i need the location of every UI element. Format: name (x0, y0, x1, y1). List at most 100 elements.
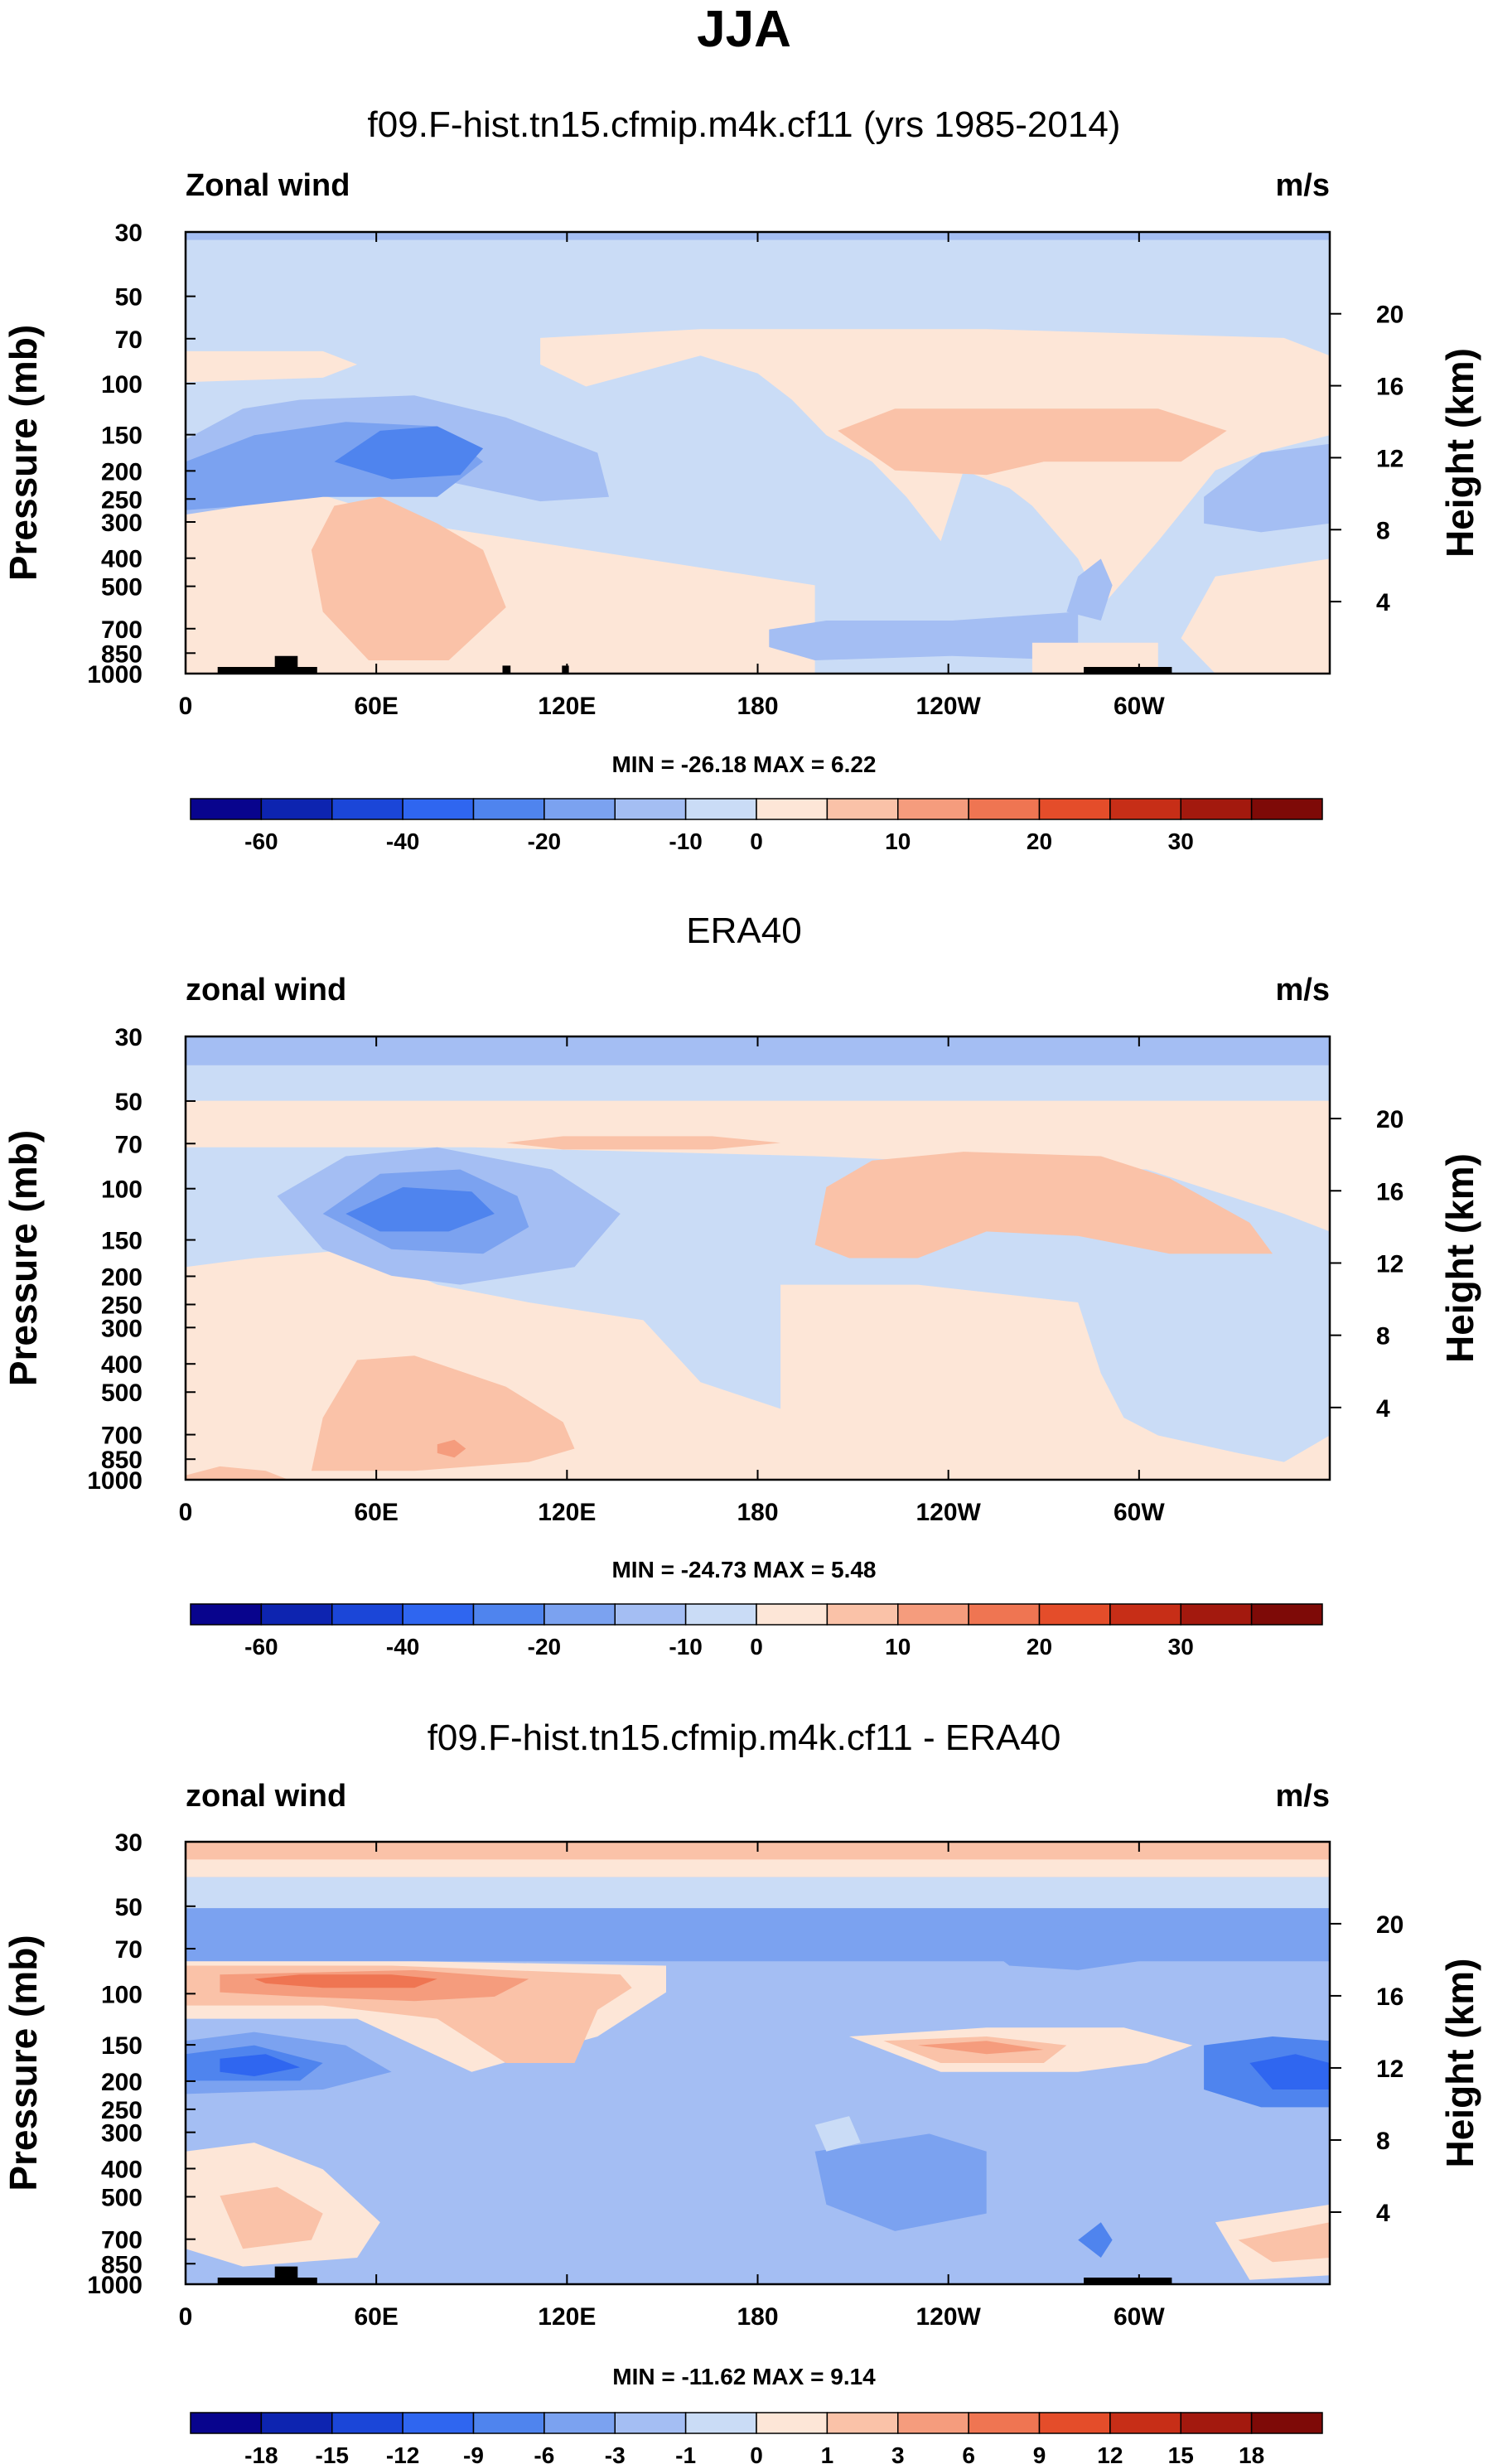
y-tick-label: 70 (115, 1936, 143, 1964)
topography-mask (502, 665, 511, 674)
colorbar-swatch (190, 798, 263, 820)
x-tick-label: 120E (538, 1499, 596, 1526)
colorbar-label: -10 (669, 1634, 702, 1660)
colorbar-label: -10 (669, 829, 702, 854)
contour-region (186, 1466, 289, 1480)
height-tick-label: 20 (1376, 302, 1403, 329)
colorbar-label: 30 (1168, 829, 1194, 854)
colorbar-label: 0 (750, 1634, 763, 1660)
colorbar-label: 0 (750, 2442, 763, 2464)
x-tick-label: 120W (916, 1499, 981, 1526)
variable-label: Zonal wind (186, 168, 350, 203)
colorbar-swatch (1250, 1603, 1323, 1626)
height-tick-label: 16 (1376, 1983, 1403, 2011)
y-tick-label: 300 (101, 2120, 143, 2148)
colorbar-swatch (544, 2412, 616, 2434)
x-tick-label: 60W (1114, 693, 1165, 720)
colorbar-swatch (260, 2412, 333, 2434)
y-tick-label: 400 (101, 2156, 143, 2183)
colorbar-label: 18 (1239, 2442, 1264, 2464)
min-max-stats: MIN = -26.18 MAX = 6.22 (611, 751, 876, 777)
colorbar-swatch (826, 798, 899, 820)
contour-region (460, 1992, 587, 2059)
y-tick-label: 70 (115, 326, 143, 354)
colorbar-label: 15 (1168, 2442, 1194, 2464)
y-axis-title: Pressure (mb) (2, 1130, 45, 1386)
colorbar-label: 20 (1027, 1634, 1052, 1660)
min-max-stats: MIN = -11.62 MAX = 9.14 (612, 2364, 876, 2389)
colorbar: -60 -40 -20 -10 0 10 20 30 (190, 1603, 1323, 1660)
units-label: m/s (1276, 1779, 1330, 1814)
height-tick-label: 8 (1376, 1323, 1390, 1350)
contour-region (186, 350, 358, 383)
topography-mask (1084, 2278, 1172, 2284)
height-tick-label: 8 (1376, 2128, 1390, 2155)
colorbar-label: -18 (244, 2442, 278, 2464)
colorbar-label: -1 (675, 2442, 696, 2464)
x-tick-label: 120E (538, 693, 596, 720)
y-tick-label: 30 (115, 1829, 143, 1857)
y-tick-label: 200 (101, 458, 143, 486)
colorbar-swatch (1180, 1603, 1253, 1626)
colorbar-swatch (544, 798, 616, 820)
x-tick-label: 60E (354, 693, 398, 720)
colorbar-swatch (1180, 2412, 1253, 2434)
colorbar-swatch (331, 1603, 403, 1626)
contour-region (311, 496, 506, 660)
y2-axis-title: Height (km) (1438, 348, 1481, 558)
colorbar-swatch (684, 798, 757, 820)
x-tick-label: 120E (538, 2303, 596, 2331)
contour-region (814, 2116, 861, 2152)
colorbar-swatch (614, 1603, 687, 1626)
x-tick-label: 60W (1114, 1499, 1165, 1526)
height-tick-label: 8 (1376, 517, 1390, 544)
x-tick-label: 0 (179, 693, 193, 720)
contour-region (780, 1284, 1330, 1480)
colorbar-label: 10 (885, 829, 911, 854)
colorbar-label: -20 (528, 1634, 561, 1660)
colorbar-swatch (260, 1603, 333, 1626)
panel-2: ERA40 zonal wind m/s 0 60E 120E 180 120W 60W 30 50… (2, 911, 1481, 1660)
x-tick-label: 60W (1114, 2303, 1165, 2331)
colorbar-label: 6 (962, 2442, 975, 2464)
colorbar-swatch (614, 2412, 687, 2434)
topography-mask (217, 2278, 317, 2284)
colorbar-label: 20 (1027, 829, 1052, 854)
colorbar-swatch (897, 798, 969, 820)
height-tick-label: 4 (1376, 1395, 1390, 1423)
y-tick-label: 150 (101, 423, 143, 450)
colorbar-swatch (897, 1603, 969, 1626)
contour-region (1031, 642, 1158, 674)
colorbar-swatch (968, 2412, 1041, 2434)
y-tick-label: 250 (101, 2097, 143, 2124)
y-tick-label: 200 (101, 2069, 143, 2096)
colorbar-label: -15 (316, 2442, 349, 2464)
contour-region (1066, 558, 1113, 621)
contour-region (814, 1152, 1273, 1259)
colorbar-swatch (472, 1603, 545, 1626)
colorbar-swatch (1109, 798, 1181, 820)
y-tick-label: 250 (101, 486, 143, 514)
x-tick-label: 0 (179, 1499, 193, 1526)
y2-axis-title: Height (km) (1438, 1959, 1481, 2168)
figure-title: JJA (697, 1, 791, 58)
colorbar-label: 9 (1033, 2442, 1046, 2464)
y-tick-label: 50 (115, 284, 143, 312)
colorbar-swatch (684, 1603, 757, 1626)
contour-region (220, 2054, 301, 2076)
y-tick-label: 300 (101, 510, 143, 537)
colorbar-swatch (826, 2412, 899, 2434)
y-tick-label: 150 (101, 2032, 143, 2060)
y-tick-label: 30 (115, 1024, 143, 1051)
colorbar: -60 -40 -20 -10 0 10 20 30 (190, 798, 1323, 854)
colorbar: -18 -15 -12 -9 -6 -3 -1 0 1 3 6 9 12 15 18 (190, 2412, 1323, 2464)
variable-label: zonal wind (186, 973, 346, 1007)
y-axis-title: Pressure (mb) (2, 325, 45, 581)
height-tick-label: 4 (1376, 2200, 1390, 2227)
y-tick-label: 50 (115, 1089, 143, 1116)
colorbar-label: -12 (386, 2442, 419, 2464)
units-label: m/s (1276, 973, 1330, 1007)
y-tick-label: 850 (101, 2251, 143, 2278)
min-max-stats: MIN = -24.73 MAX = 5.48 (611, 1557, 876, 1582)
